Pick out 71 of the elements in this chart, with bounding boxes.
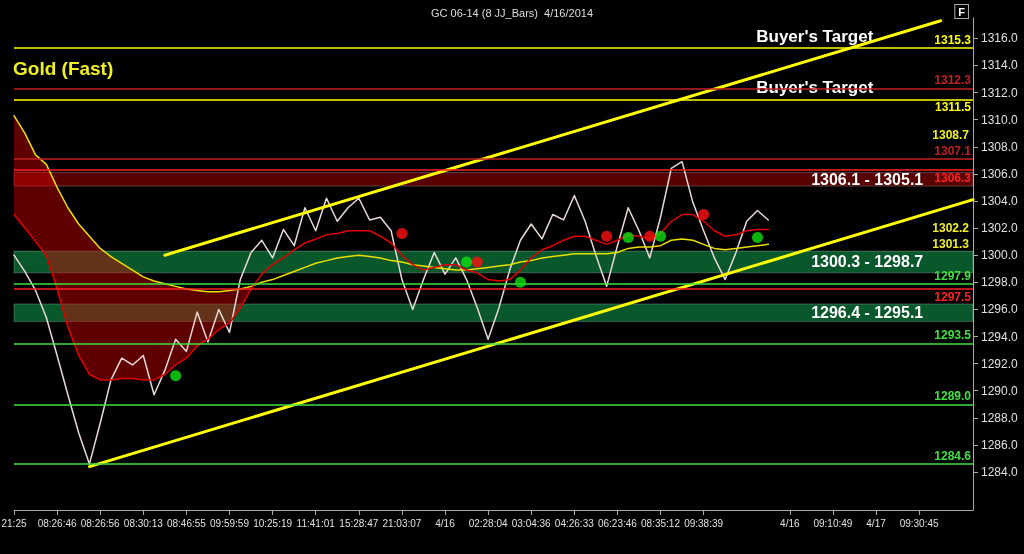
x-tick-label: 04:26:33 — [554, 517, 595, 529]
x-tick-label: 10:25:19 — [253, 517, 293, 529]
annotation: 1302.2 — [932, 221, 970, 235]
point — [471, 256, 483, 268]
y-tick-label: 1284.0 — [981, 465, 1019, 480]
annotation: 1308.7 — [932, 128, 970, 142]
x-tick-label: 21:03:07 — [382, 517, 422, 529]
y-tick-label: 1312.0 — [981, 85, 1019, 100]
point — [698, 209, 710, 221]
point — [752, 232, 763, 244]
y-tick-label: 1288.0 — [981, 410, 1019, 425]
x-tick-label: 09:59:59 — [210, 517, 250, 529]
x-tick-label: 4/16 — [435, 517, 456, 529]
x-tick-label: 02:28:04 — [468, 517, 509, 529]
point — [514, 276, 526, 288]
ref-line-label: 1311.5 — [934, 100, 972, 115]
ref-line-label: 1297.9 — [934, 268, 972, 283]
x-tick-label: 09:38:39 — [684, 517, 724, 529]
x-tick-label: 08:26:56 — [80, 517, 121, 529]
y-tick-label: 1296.0 — [981, 302, 1019, 317]
band-label: 1300.3 - 1298.7 — [811, 253, 924, 271]
point — [170, 370, 182, 382]
y-tick-label: 1306.0 — [981, 166, 1019, 181]
y-tick-label: 1316.0 — [981, 31, 1019, 46]
y-tick-label: 1292.0 — [981, 356, 1019, 371]
x-tick-label: 09:10:49 — [813, 517, 853, 529]
annotation: 1301.3 — [932, 237, 970, 251]
point — [622, 232, 634, 244]
x-tick-label: 15:28:47 — [339, 517, 379, 529]
x-tick-label: 11:41:01 — [296, 517, 336, 529]
ref-line-label: 1307.1 — [934, 143, 972, 158]
annotation: Buyer's Target — [756, 26, 874, 46]
y-tick-label: 1310.0 — [981, 112, 1019, 127]
x-tick-label: 21:25 — [1, 517, 27, 529]
y-tick-label: 1302.0 — [981, 221, 1019, 236]
line-series — [13, 160, 770, 465]
point — [601, 230, 613, 242]
band-label: 1296.4 - 1295.1 — [811, 304, 924, 322]
y-tick-label: 1294.0 — [981, 329, 1019, 344]
ref-line-label: 1315.3 — [934, 32, 972, 47]
ref-line-label: 1293.5 — [934, 328, 972, 343]
y-tick-label: 1298.0 — [981, 275, 1019, 290]
point — [396, 228, 408, 239]
y-tick-label: 1300.0 — [981, 248, 1019, 263]
line-series — [13, 114, 770, 293]
point — [461, 256, 473, 268]
x-tick-label: 4/16 — [780, 517, 800, 529]
ref-line-label: 1312.3 — [934, 73, 972, 88]
x-tick-label: 06:23:46 — [597, 517, 638, 529]
x-tick-label: 08:26:46 — [37, 517, 77, 529]
ref-line-label: 1297.5 — [934, 290, 972, 305]
x-tick-label: 08:30:13 — [123, 517, 164, 529]
text: F — [958, 5, 966, 18]
x-tick-label: 03:04:36 — [511, 517, 552, 529]
point — [644, 230, 656, 242]
ref-line-label: 1306.3 — [934, 170, 972, 185]
y-tick-label: 1286.0 — [981, 437, 1019, 452]
y-tick-label: 1290.0 — [981, 383, 1019, 398]
y-tick-label: 1314.0 — [981, 58, 1019, 73]
point — [655, 230, 667, 242]
y-tick-label: 1308.0 — [981, 139, 1019, 154]
x-tick-label: 08:46:55 — [166, 517, 207, 529]
y-tick-label: 1304.0 — [981, 193, 1019, 208]
ref-line-label: 1284.6 — [934, 448, 972, 463]
chart-subtitle: GC 06-14 (8 JJ_Bars) 4/16/2014 — [430, 6, 594, 19]
x-tick-label: 4/17 — [866, 517, 887, 529]
x-tick-label: 08:35:12 — [641, 517, 681, 529]
x-tick-label: 09:30:45 — [899, 517, 940, 529]
band-label: 1306.1 - 1305.1 — [811, 170, 924, 188]
text: Gold (Fast) — [13, 58, 114, 79]
ref-line-label: 1289.0 — [934, 389, 972, 404]
